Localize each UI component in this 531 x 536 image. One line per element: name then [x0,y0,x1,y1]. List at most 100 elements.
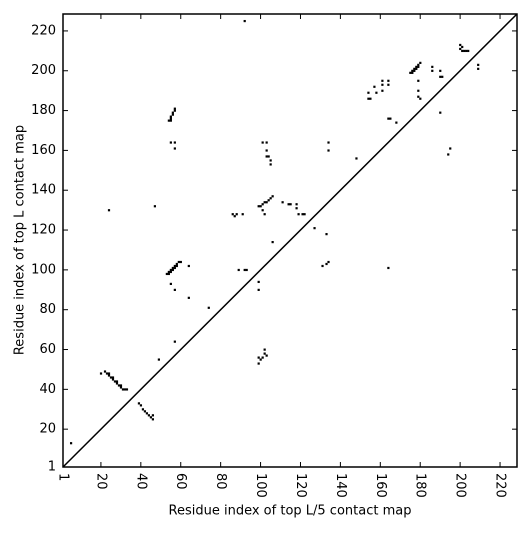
contact-point [467,49,470,53]
contact-point [263,201,266,204]
contact-point [375,91,378,94]
y-tick-label: 40 [39,382,56,397]
x-tick-label: 140 [333,473,348,498]
contact-point [177,260,180,264]
y-tick-label: 160 [31,143,56,158]
y-tick-label: 120 [31,223,56,238]
contact-point [123,388,127,391]
contact-point [441,75,444,78]
contact-point [125,388,129,391]
contact-point [281,201,284,204]
contact-point [243,19,246,23]
contact-point [119,386,123,389]
contact-point [417,89,420,92]
contact-point [417,95,420,98]
contact-point [261,356,264,359]
contact-point [295,203,298,206]
contact-point [477,67,480,70]
contact-point [187,296,190,299]
contact-point [115,382,119,385]
contact-point [137,402,141,405]
contact-point [389,117,392,120]
contact-point [107,374,111,377]
contact-point [171,113,174,116]
contact-point [111,376,115,379]
contact-point [413,69,416,72]
contact-point [151,414,155,417]
contact-point [463,49,466,53]
contact-point [173,266,176,270]
contact-point [171,266,174,270]
contact-point [263,213,266,216]
contact-point [261,209,264,212]
x-tick-label: 220 [493,473,508,498]
contact-point [259,358,262,361]
contact-point [411,71,414,74]
contact-point [271,195,274,198]
contact-point [263,348,266,351]
contact-point [439,75,442,78]
contact-point [257,356,260,359]
contact-point [301,213,304,216]
x-tick-label: 1 [56,473,71,481]
contact-point [109,376,113,379]
contact-point [245,268,248,272]
contact-point [261,203,264,206]
y-tick-label: 1 [48,460,56,475]
contact-point [169,117,172,120]
contact-point [325,233,328,236]
contact-point [145,412,149,415]
contact-point [265,141,268,144]
contact-point [373,85,376,88]
contact-point [107,209,111,212]
contact-point [103,370,107,373]
contact-point [173,141,176,144]
contact-point [235,213,238,216]
contact-point [415,67,418,70]
contact-point [257,205,260,208]
contact-point [295,207,298,210]
diagonal [62,13,518,468]
contact-point [387,83,390,86]
contact-point [387,117,390,120]
contact-point [175,262,178,266]
contact-point [169,141,172,144]
contact-point [381,83,384,86]
contact-point [411,69,414,72]
contact-point [173,288,176,291]
contact-point [267,155,270,158]
contact-point [167,272,170,276]
contact-point [113,380,117,383]
contact-point [321,264,324,268]
contact-point [313,227,316,230]
contact-point [167,119,170,122]
y-tick-label: 200 [31,63,56,78]
y-tick-label: 60 [39,342,56,357]
contact-point [419,61,422,64]
contact-point [187,264,190,268]
contact-point [165,272,168,276]
contact-point [459,43,462,47]
contact-point [289,203,292,206]
contact-point [271,240,274,244]
contact-point [171,111,174,114]
contact-point [121,388,125,391]
contact-point [395,121,398,124]
contact-point [415,65,418,68]
contact-point [465,49,468,53]
contact-point [231,213,234,216]
contact-point [269,197,272,200]
contact-point [169,270,172,274]
contact-point [175,264,178,268]
y-tick-label: 100 [31,262,56,277]
y-tick-label: 220 [31,23,56,38]
contact-point [303,213,306,216]
contact-point [173,109,176,112]
contact-point [173,264,176,268]
contact-point [179,260,182,264]
contact-point [111,378,115,381]
contact-point [297,213,300,216]
contact-point [143,410,147,413]
